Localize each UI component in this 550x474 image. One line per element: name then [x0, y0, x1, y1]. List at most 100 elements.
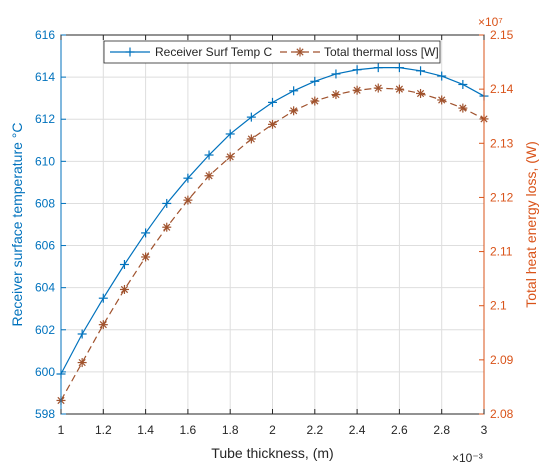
- x-tick-label: 2.8: [433, 423, 450, 437]
- marker-stroke: [438, 96, 446, 104]
- left-tick-label: 606: [35, 239, 55, 253]
- temperature-point: [373, 63, 383, 73]
- left-axis: 598 600 602 604 606 608 610 612 614 616: [35, 28, 66, 421]
- right-tick-label: 2.13: [490, 136, 514, 150]
- marker-stroke: [332, 90, 340, 99]
- temperature-point: [98, 293, 108, 303]
- temperature-point: [141, 228, 151, 238]
- thermal-loss-point: [98, 320, 108, 330]
- left-tick-label: 600: [35, 365, 55, 379]
- marker-stroke: [268, 120, 277, 128]
- left-axis-label: Receiver surface temperature °C: [9, 122, 25, 326]
- right-tick-label: 2.12: [490, 190, 514, 204]
- x-tick-label: 3: [481, 423, 488, 437]
- right-axis-label: Total heat energy loss, (W): [523, 141, 539, 308]
- left-tick-label: 614: [35, 70, 55, 84]
- x-tick-label: 1.8: [222, 423, 239, 437]
- left-tick-label: 612: [35, 112, 55, 126]
- temperature-point: [289, 86, 299, 96]
- legend: Receiver Surf Temp C Total thermal loss …: [103, 40, 441, 64]
- thermal-loss-point: [289, 106, 299, 116]
- right-tick-label: 2.14: [490, 82, 514, 96]
- temperature-point: [331, 69, 341, 79]
- left-tick-label: 602: [35, 323, 55, 337]
- right-tick-label: 2.1: [490, 299, 507, 313]
- marker-stroke: [99, 321, 107, 329]
- temperature-point: [246, 112, 256, 122]
- marker-stroke: [296, 48, 304, 56]
- legend-label-temperature: Receiver Surf Temp C: [155, 45, 272, 59]
- marker-stroke: [416, 89, 425, 98]
- marker-stroke: [290, 107, 298, 115]
- temperature-point: [437, 71, 447, 81]
- legend-box: [103, 40, 441, 64]
- x-tick-label: 1.2: [95, 423, 112, 437]
- marker-stroke: [353, 86, 361, 94]
- x-tick-label: 1.6: [180, 423, 197, 437]
- temperature-point: [310, 76, 320, 86]
- marker-stroke: [163, 223, 171, 231]
- temperature-point: [225, 129, 235, 139]
- temperature-point: [162, 198, 172, 208]
- thermal-loss-point: [416, 88, 426, 98]
- thermal-loss-point: [373, 83, 383, 93]
- x-tick-label: 1: [58, 423, 65, 437]
- thermal-loss-point: [437, 95, 447, 105]
- left-tick-label: 604: [35, 281, 55, 295]
- left-tick-label: 616: [35, 28, 55, 42]
- thermal-loss-point: [310, 96, 320, 106]
- marker-stroke: [205, 172, 213, 180]
- x-tick-label: 1.4: [137, 423, 154, 437]
- series-layer: [56, 63, 489, 405]
- legend-label-thermal-loss: Total thermal loss [W]: [324, 45, 439, 59]
- left-tick-label: 608: [35, 196, 55, 210]
- legend-marker: [125, 47, 135, 57]
- temperature-point: [394, 63, 404, 73]
- marker-stroke: [374, 84, 382, 92]
- x-tick-label: 2: [269, 423, 276, 437]
- temperature-point: [458, 79, 468, 89]
- thermal-loss-point: [204, 171, 214, 181]
- temperature-point: [268, 97, 277, 107]
- x-axis-multiplier: ×10⁻³: [452, 451, 483, 465]
- x-tick-label: 2.2: [306, 423, 323, 437]
- right-tick-label: 2.15: [490, 28, 514, 42]
- thermal-loss-point: [394, 84, 404, 94]
- temperature-point: [183, 173, 193, 183]
- thermal-loss-point: [162, 222, 172, 232]
- marker-stroke: [395, 85, 404, 93]
- marker-stroke: [226, 153, 234, 161]
- right-tick-label: 2.11: [490, 245, 513, 259]
- temperature-point: [416, 66, 426, 76]
- temperature-point: [77, 329, 87, 339]
- x-tick-label: 2.6: [391, 423, 408, 437]
- x-axis-label: Tube thickness, (m): [211, 445, 333, 461]
- thermal-loss-point: [331, 90, 341, 100]
- legend-marker: [295, 47, 305, 57]
- temperature-point: [352, 65, 362, 75]
- right-axis-multiplier: ×10⁷: [478, 15, 503, 29]
- right-tick-label: 2.09: [490, 353, 514, 367]
- thermal-loss-point: [246, 134, 256, 144]
- marker-stroke: [459, 104, 467, 112]
- marker-stroke: [78, 358, 86, 367]
- marker-stroke: [247, 135, 255, 143]
- thermal-loss-point: [183, 195, 193, 205]
- thermal-loss-point: [352, 85, 362, 95]
- marker-stroke: [120, 285, 129, 294]
- right-tick-label: 2.08: [490, 407, 514, 421]
- thermal-loss-point: [458, 103, 468, 113]
- marker-stroke: [141, 253, 150, 261]
- left-tick-label: 610: [35, 154, 55, 168]
- thermal-loss-series-line: [60, 87, 485, 401]
- thermal-loss-point: [77, 358, 87, 368]
- thermal-loss-point: [268, 119, 277, 129]
- marker-stroke: [184, 196, 192, 204]
- legend-swatch-thermal-loss: [280, 47, 320, 57]
- thermal-loss-point: [119, 284, 129, 294]
- legend-swatch-temperature: [110, 47, 150, 57]
- right-axis: 2.08 2.09 2.1 2.11 2.12 2.13 2.14 2.15: [479, 28, 514, 421]
- temperature-point: [204, 150, 214, 160]
- thermal-loss-point: [225, 152, 235, 162]
